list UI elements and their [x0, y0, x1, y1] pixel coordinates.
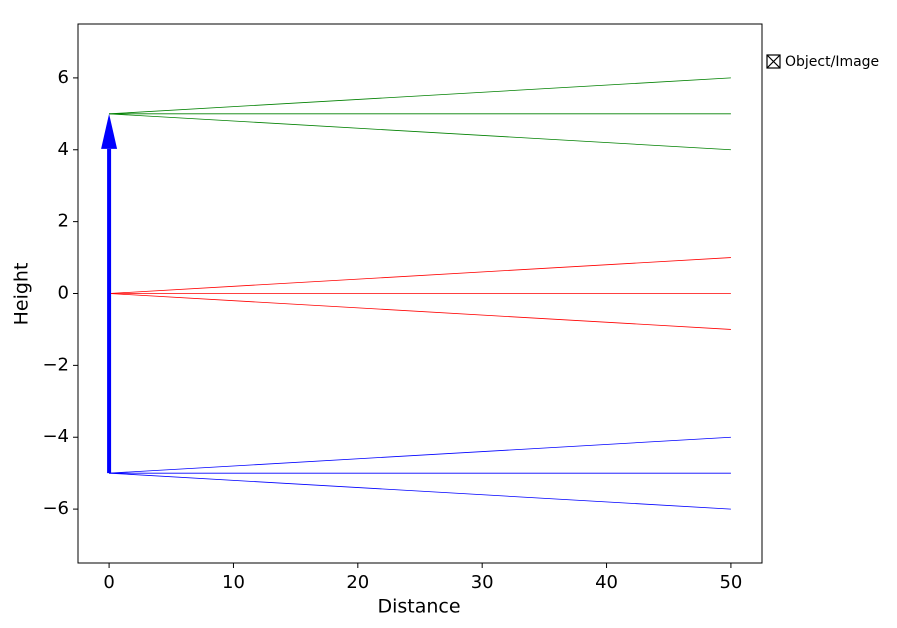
plot-frame [77, 23, 763, 564]
x-tick-label: 10 [222, 572, 245, 593]
y-tick-label: 2 [58, 211, 69, 232]
x-axis-label: Distance [377, 596, 460, 618]
legend-label: Object/Image [785, 54, 879, 70]
y-axis-label: Height [11, 263, 33, 326]
y-tick-label: 4 [58, 139, 69, 160]
ray [109, 257, 731, 294]
y-tick-label: −6 [42, 498, 69, 519]
y-tick-label: −2 [42, 354, 69, 375]
y-tick-label: −4 [42, 426, 69, 447]
arrow-head [101, 113, 118, 149]
x-tick-label: 0 [103, 572, 114, 593]
ray [109, 472, 731, 510]
ray [109, 113, 731, 151]
x-tick-label: 20 [346, 572, 369, 593]
y-tick-label: 0 [58, 283, 69, 304]
ray [109, 77, 731, 115]
y-tick-label: 6 [58, 67, 69, 88]
x-tick-label: 40 [595, 572, 618, 593]
legend-icon [766, 54, 781, 69]
legend-icon-cross [766, 54, 781, 69]
x-tick-label: 30 [471, 572, 494, 593]
x-tick-label: 50 [719, 572, 742, 593]
ray [109, 436, 731, 474]
ray [109, 293, 731, 330]
